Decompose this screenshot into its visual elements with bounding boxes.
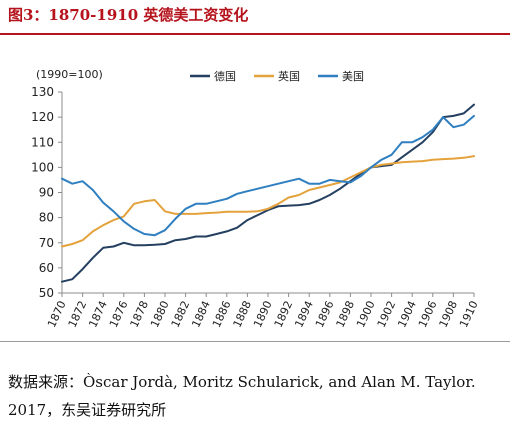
y-tick-label: 60 <box>39 261 54 275</box>
y-tick-label: 80 <box>39 211 54 225</box>
y-tick-label: 110 <box>31 135 54 149</box>
x-tick-label: 1886 <box>210 299 234 330</box>
x-tick-label: 1908 <box>437 299 461 330</box>
title-rule <box>0 33 510 35</box>
x-tick-label: 1874 <box>86 299 110 330</box>
x-tick-label: 1894 <box>292 299 316 330</box>
series-lines <box>61 103 475 283</box>
x-tick-label: 1904 <box>395 299 419 330</box>
y-tick-label: 120 <box>31 110 54 124</box>
legend: 德国 英国 美国 <box>190 69 364 83</box>
y-tick-label: 100 <box>31 160 54 174</box>
x-tick-label: 1878 <box>128 299 152 330</box>
x-tick-label: 1884 <box>189 299 213 330</box>
series-line-2 <box>61 155 475 248</box>
legend-label-3: 美国 <box>342 70 364 83</box>
y-tick-label: 70 <box>39 236 54 250</box>
line-chart: (1990=100) 德国 英国 美国 50 60 70 80 90 100 110 120 130… <box>31 68 481 330</box>
x-tick-label: 1896 <box>313 299 337 330</box>
x-tick-label: 1882 <box>169 299 193 330</box>
bottom-rule <box>0 341 510 342</box>
y-axis: 50 60 70 80 90 100 110 120 130 <box>31 85 63 300</box>
series-line-3 <box>61 114 475 237</box>
series-line-1 <box>61 103 475 283</box>
x-tick-label: 1890 <box>251 299 275 330</box>
x-tick-label: 1902 <box>375 299 399 330</box>
x-tick-label: 1888 <box>231 299 255 330</box>
legend-label-1: 德国 <box>214 69 236 83</box>
y-tick-label: 50 <box>39 286 54 300</box>
figure-title: 图3：1870-1910 英德美工资变化 <box>8 6 249 24</box>
legend-label-2: 英国 <box>278 69 300 83</box>
y-tick-label: 90 <box>39 186 54 200</box>
x-tick-label: 1906 <box>416 299 440 330</box>
x-tick-label: 1910 <box>457 299 481 330</box>
y-tick-label: 130 <box>31 85 54 99</box>
x-tick-label: 1870 <box>45 299 69 330</box>
x-tick-label: 1892 <box>272 299 296 330</box>
x-tick-label: 1898 <box>334 299 358 330</box>
source-note: 数据来源：Òscar Jordà, Moritz Schularick, and… <box>8 373 476 419</box>
x-axis: 1870187218741876187818801882188418861888… <box>45 292 481 330</box>
unit-label: (1990=100) <box>36 68 103 81</box>
x-tick-label: 1900 <box>354 299 378 330</box>
x-tick-label: 1876 <box>107 299 131 330</box>
x-tick-label: 1872 <box>66 299 90 330</box>
x-tick-label: 1880 <box>148 299 172 330</box>
